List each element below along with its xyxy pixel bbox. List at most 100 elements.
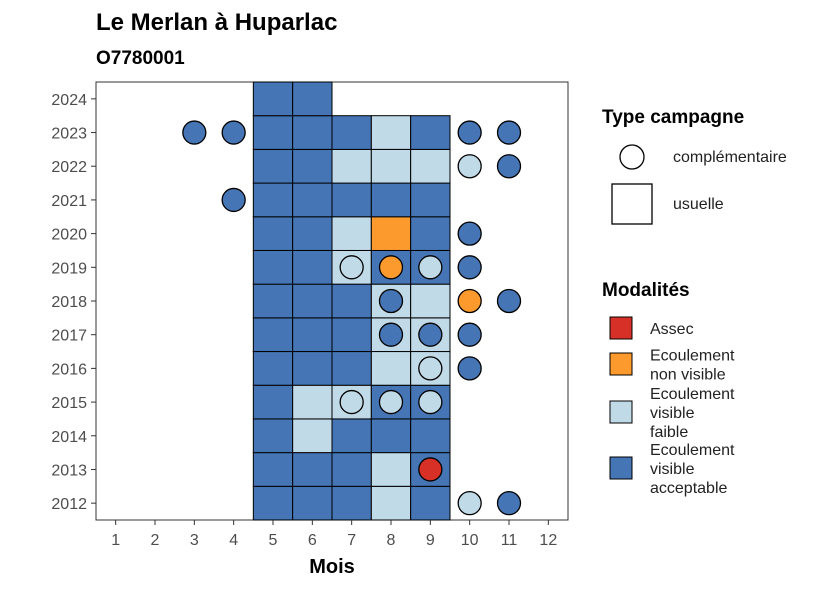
complementary-point-2013-9 bbox=[418, 457, 443, 482]
usual-cell-2012-7 bbox=[331, 485, 372, 521]
chart-title: Le Merlan à Huparlac bbox=[96, 9, 337, 36]
complementary-point-2015-8 bbox=[378, 389, 404, 415]
y-tick-label: 2021 bbox=[51, 193, 87, 210]
y-tick-label: 2019 bbox=[51, 260, 87, 277]
y-tick-label: 2022 bbox=[51, 159, 87, 176]
usual-cell-2017-6 bbox=[292, 317, 333, 353]
usual-cells-layer bbox=[252, 81, 451, 521]
usual-cell-2012-5 bbox=[252, 485, 294, 521]
legend-modalites-title: Modalités bbox=[602, 280, 690, 301]
usual-cell-2016-8 bbox=[370, 351, 412, 386]
x-tick-label: 9 bbox=[426, 532, 435, 549]
x-tick-label: 5 bbox=[269, 532, 278, 549]
usual-cell-2019-6 bbox=[292, 249, 333, 285]
usual-cell-2015-6 bbox=[292, 384, 333, 420]
legend-modalite-label-faible: visible bbox=[650, 405, 695, 422]
legend-modalite-label-acceptable: Ecoulement bbox=[650, 442, 735, 459]
x-tick-label: 8 bbox=[387, 532, 396, 549]
complementary-point-2016-10 bbox=[457, 356, 482, 381]
usual-cell-2023-6 bbox=[292, 115, 333, 150]
y-tick-label: 2024 bbox=[51, 92, 87, 109]
complementary-point-2019-9 bbox=[418, 255, 443, 280]
complementary-point-2019-10 bbox=[457, 255, 482, 280]
x-tick-label: 2 bbox=[151, 532, 160, 549]
usual-cell-2016-6 bbox=[292, 351, 333, 386]
usual-cell-2017-7 bbox=[331, 317, 372, 353]
usual-cell-2014-8 bbox=[370, 418, 412, 454]
usual-cell-2022-6 bbox=[292, 148, 333, 184]
complementary-point-2021-4 bbox=[221, 187, 246, 213]
usual-cell-2023-8 bbox=[370, 115, 412, 150]
complementary-point-2023-3 bbox=[182, 120, 207, 145]
legend-type-campagne: Type campagne complémentaire usuelle bbox=[602, 107, 787, 225]
complementary-point-2017-9 bbox=[418, 322, 443, 347]
complementary-point-2022-11 bbox=[496, 154, 522, 179]
complementary-point-2017-8 bbox=[378, 322, 404, 347]
x-tick-label: 4 bbox=[229, 532, 238, 549]
complementary-point-2019-8 bbox=[378, 255, 404, 280]
complementary-point-2018-10 bbox=[457, 288, 482, 314]
axes-layer: 1 2 3 4 5 6 7 8 9 10 11 122012201320142015201620172… bbox=[51, 92, 557, 549]
usual-cell-2024-6 bbox=[292, 81, 333, 117]
usual-cell-2018-9 bbox=[410, 283, 451, 319]
complementary-point-2015-7 bbox=[339, 389, 364, 415]
usual-cell-2018-6 bbox=[292, 283, 333, 319]
legend-type-label-usuelle: usuelle bbox=[673, 196, 724, 213]
legend-type-symbol-complementaire bbox=[619, 144, 645, 170]
legend-modalite-key-nonvisible bbox=[609, 352, 633, 376]
usual-cell-2018-5 bbox=[252, 283, 294, 319]
complementary-point-2012-10 bbox=[457, 491, 482, 516]
y-tick-label: 2017 bbox=[51, 328, 87, 345]
usual-cell-2013-7 bbox=[331, 452, 372, 487]
chart-subtitle: O7780001 bbox=[96, 48, 185, 69]
legend-type-title: Type campagne bbox=[602, 107, 744, 128]
usual-cell-2022-7 bbox=[331, 148, 372, 184]
complementary-point-2023-4 bbox=[221, 120, 246, 145]
usual-cell-2021-8 bbox=[370, 182, 412, 218]
usual-cell-2021-5 bbox=[252, 182, 294, 218]
y-tick-label: 2023 bbox=[51, 126, 87, 143]
usual-cell-2013-8 bbox=[370, 452, 412, 487]
complementary-point-2018-11 bbox=[496, 288, 522, 314]
usual-cell-2020-7 bbox=[331, 216, 372, 251]
y-tick-label: 2012 bbox=[51, 496, 87, 513]
usual-cell-2021-9 bbox=[410, 182, 451, 218]
usual-cell-2022-9 bbox=[410, 148, 451, 184]
usual-cell-2013-5 bbox=[252, 452, 294, 487]
usual-cell-2016-7 bbox=[331, 351, 372, 386]
legend-modalite-label-acceptable: visible bbox=[650, 461, 695, 478]
usual-cell-2020-6 bbox=[292, 216, 333, 251]
x-tick-label: 10 bbox=[461, 532, 479, 549]
usual-cell-2024-5 bbox=[252, 81, 294, 117]
usual-cell-2022-8 bbox=[370, 148, 412, 184]
legend-modalites: Modalités Assec Ecoulement non visible Ecoul… bbox=[602, 280, 735, 497]
usual-cell-2014-9 bbox=[410, 418, 451, 454]
usual-cell-2019-5 bbox=[252, 249, 294, 285]
x-tick-label: 11 bbox=[501, 532, 518, 549]
usual-cell-2015-5 bbox=[252, 384, 294, 420]
y-tick-label: 2014 bbox=[51, 429, 87, 446]
complementary-point-2022-10 bbox=[457, 154, 482, 179]
complementary-point-2023-10 bbox=[457, 120, 482, 145]
legend-modalite-label-faible: faible bbox=[650, 424, 688, 441]
x-axis-title: Mois bbox=[309, 556, 355, 578]
usual-cell-2020-8 bbox=[370, 216, 412, 251]
usual-cell-2012-8 bbox=[370, 485, 412, 521]
legend-modalite-label-faible: Ecoulement bbox=[650, 386, 735, 403]
x-tick-label: 7 bbox=[347, 532, 356, 549]
complementary-point-2012-11 bbox=[496, 491, 522, 516]
usual-cell-2017-5 bbox=[252, 317, 294, 353]
usual-cell-2020-9 bbox=[410, 216, 451, 251]
x-tick-label: 6 bbox=[308, 532, 317, 549]
usual-cell-2012-6 bbox=[292, 485, 333, 521]
y-tick-label: 2016 bbox=[51, 361, 87, 378]
legend-modalite-label-nonvisible: Ecoulement bbox=[650, 348, 735, 365]
usual-cell-2023-9 bbox=[410, 115, 451, 150]
x-tick-label: 1 bbox=[111, 532, 120, 549]
complementary-point-2015-9 bbox=[418, 389, 443, 415]
usual-cell-2021-6 bbox=[292, 182, 333, 218]
legend-modalite-key-faible bbox=[609, 400, 633, 424]
usual-cell-2023-7 bbox=[331, 115, 372, 150]
complementary-point-2017-10 bbox=[457, 322, 482, 347]
